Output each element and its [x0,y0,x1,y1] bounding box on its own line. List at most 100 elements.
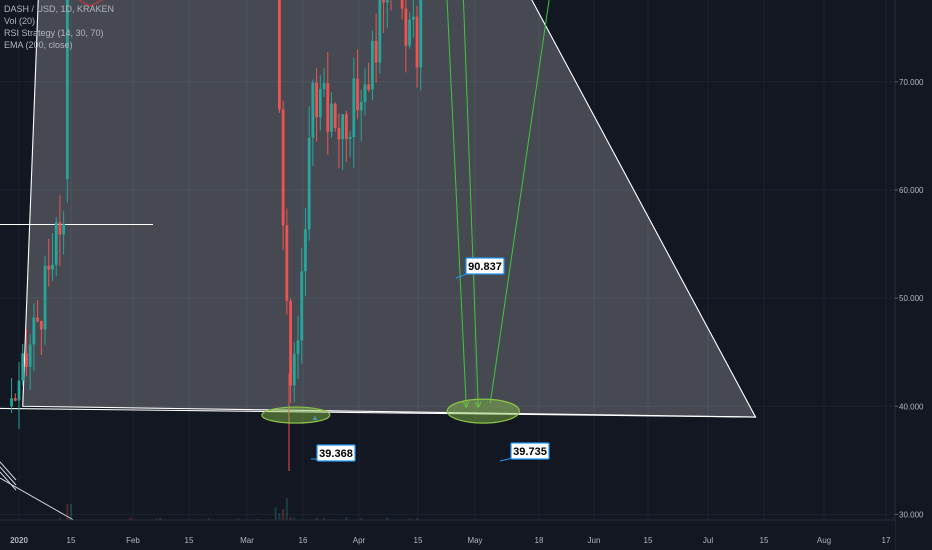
legend-volume[interactable]: Vol (20) [4,16,36,26]
candle[interactable] [318,75,322,131]
candle[interactable] [404,0,408,73]
candle-body[interactable] [363,84,367,102]
candle-body[interactable] [400,0,404,9]
candle[interactable] [13,393,17,402]
support-ellipse[interactable] [446,398,520,424]
candle-body[interactable] [54,222,58,265]
candle[interactable] [400,0,404,20]
candle[interactable] [17,361,21,429]
candle-body[interactable] [278,0,281,110]
candle-body[interactable] [65,0,69,180]
candle[interactable] [344,110,348,162]
candle-body[interactable] [318,88,322,118]
candle-body[interactable] [21,353,25,381]
candle[interactable] [367,62,371,92]
candle-body[interactable] [333,103,337,129]
legend-symbol[interactable]: DASH / USD, 1D, KRAKEN [4,4,115,14]
candle-body[interactable] [281,109,285,226]
trend-line-stub[interactable] [0,466,17,486]
callout-projected-low[interactable]: 39.735 [499,442,550,462]
candle-body[interactable] [404,8,408,46]
candle-body[interactable] [371,40,374,90]
candle[interactable] [385,0,389,29]
candle-body[interactable] [408,19,411,46]
triangle-base-line[interactable] [0,407,756,418]
candle[interactable] [281,100,285,250]
candle[interactable] [36,300,39,323]
candle-body[interactable] [344,114,348,140]
candle-body[interactable] [419,0,423,68]
candle-body[interactable] [285,225,289,301]
candle[interactable] [54,216,58,277]
legend-rsi-strategy[interactable]: RSI Strategy (14, 30, 70) [4,28,104,38]
candle[interactable] [352,58,356,168]
candle-body[interactable] [51,264,54,270]
candle[interactable] [58,195,62,267]
candle[interactable] [311,79,315,167]
callout-target[interactable]: 90.837 [455,257,505,279]
candle-body[interactable] [411,16,415,20]
candle-body[interactable] [348,136,352,140]
candle[interactable] [330,92,333,138]
candle-body[interactable] [385,0,389,3]
trend-line-stub[interactable] [0,461,17,481]
candle-body[interactable] [367,84,371,90]
candle[interactable] [315,68,318,142]
candle[interactable] [341,114,345,171]
candle-body[interactable] [352,78,356,137]
candle-body[interactable] [296,340,300,354]
candle[interactable] [47,238,51,287]
candle[interactable] [65,0,69,203]
candle-body[interactable] [341,114,345,140]
candle-body[interactable] [300,271,304,341]
candle[interactable] [333,102,337,132]
candle-body[interactable] [47,265,51,270]
candle[interactable] [411,0,415,38]
projection-arrow[interactable] [459,0,479,407]
candle[interactable] [285,208,289,315]
candle-body[interactable] [25,353,28,367]
candle[interactable] [359,89,363,142]
candle-body[interactable] [62,223,66,235]
candle-body[interactable] [36,317,39,322]
candle-body[interactable] [10,398,13,407]
candle[interactable] [363,68,367,116]
candle-body[interactable] [356,78,359,111]
candle[interactable] [296,315,300,380]
candle[interactable] [390,0,393,11]
candle[interactable] [419,0,423,91]
candle-body[interactable] [43,265,47,330]
candle[interactable] [39,320,43,356]
candle-body[interactable] [289,300,292,386]
candle[interactable] [371,30,374,101]
candle-body[interactable] [359,101,363,111]
candle-body[interactable] [330,103,333,132]
candle-body[interactable] [374,40,378,63]
candle[interactable] [43,255,47,345]
candle-body[interactable] [326,83,330,132]
legend-ema[interactable]: EMA (200, close) [4,40,73,50]
projection-arrow[interactable] [441,0,467,407]
candle-body[interactable] [304,229,307,272]
candle-body[interactable] [415,16,419,68]
candle[interactable] [51,233,54,281]
candle[interactable] [289,298,292,404]
candle[interactable] [337,113,341,169]
callout-low[interactable]: 39.368 [311,444,356,462]
candle-body[interactable] [311,82,315,138]
candle-body[interactable] [32,317,36,345]
support-ellipse[interactable] [261,406,331,424]
candle[interactable] [21,343,25,386]
candle-body[interactable] [13,398,17,401]
candle-body[interactable] [58,222,62,235]
candle[interactable] [378,0,382,74]
candle[interactable] [356,49,359,120]
candle[interactable] [25,329,28,377]
candle[interactable] [304,208,307,297]
candle[interactable] [326,52,330,155]
candle-body[interactable] [17,380,21,401]
triangle-pattern[interactable] [22,0,757,418]
forecast-drawings[interactable]: 90.837 39.368 39.735 [0,0,895,462]
candle[interactable] [382,0,385,33]
